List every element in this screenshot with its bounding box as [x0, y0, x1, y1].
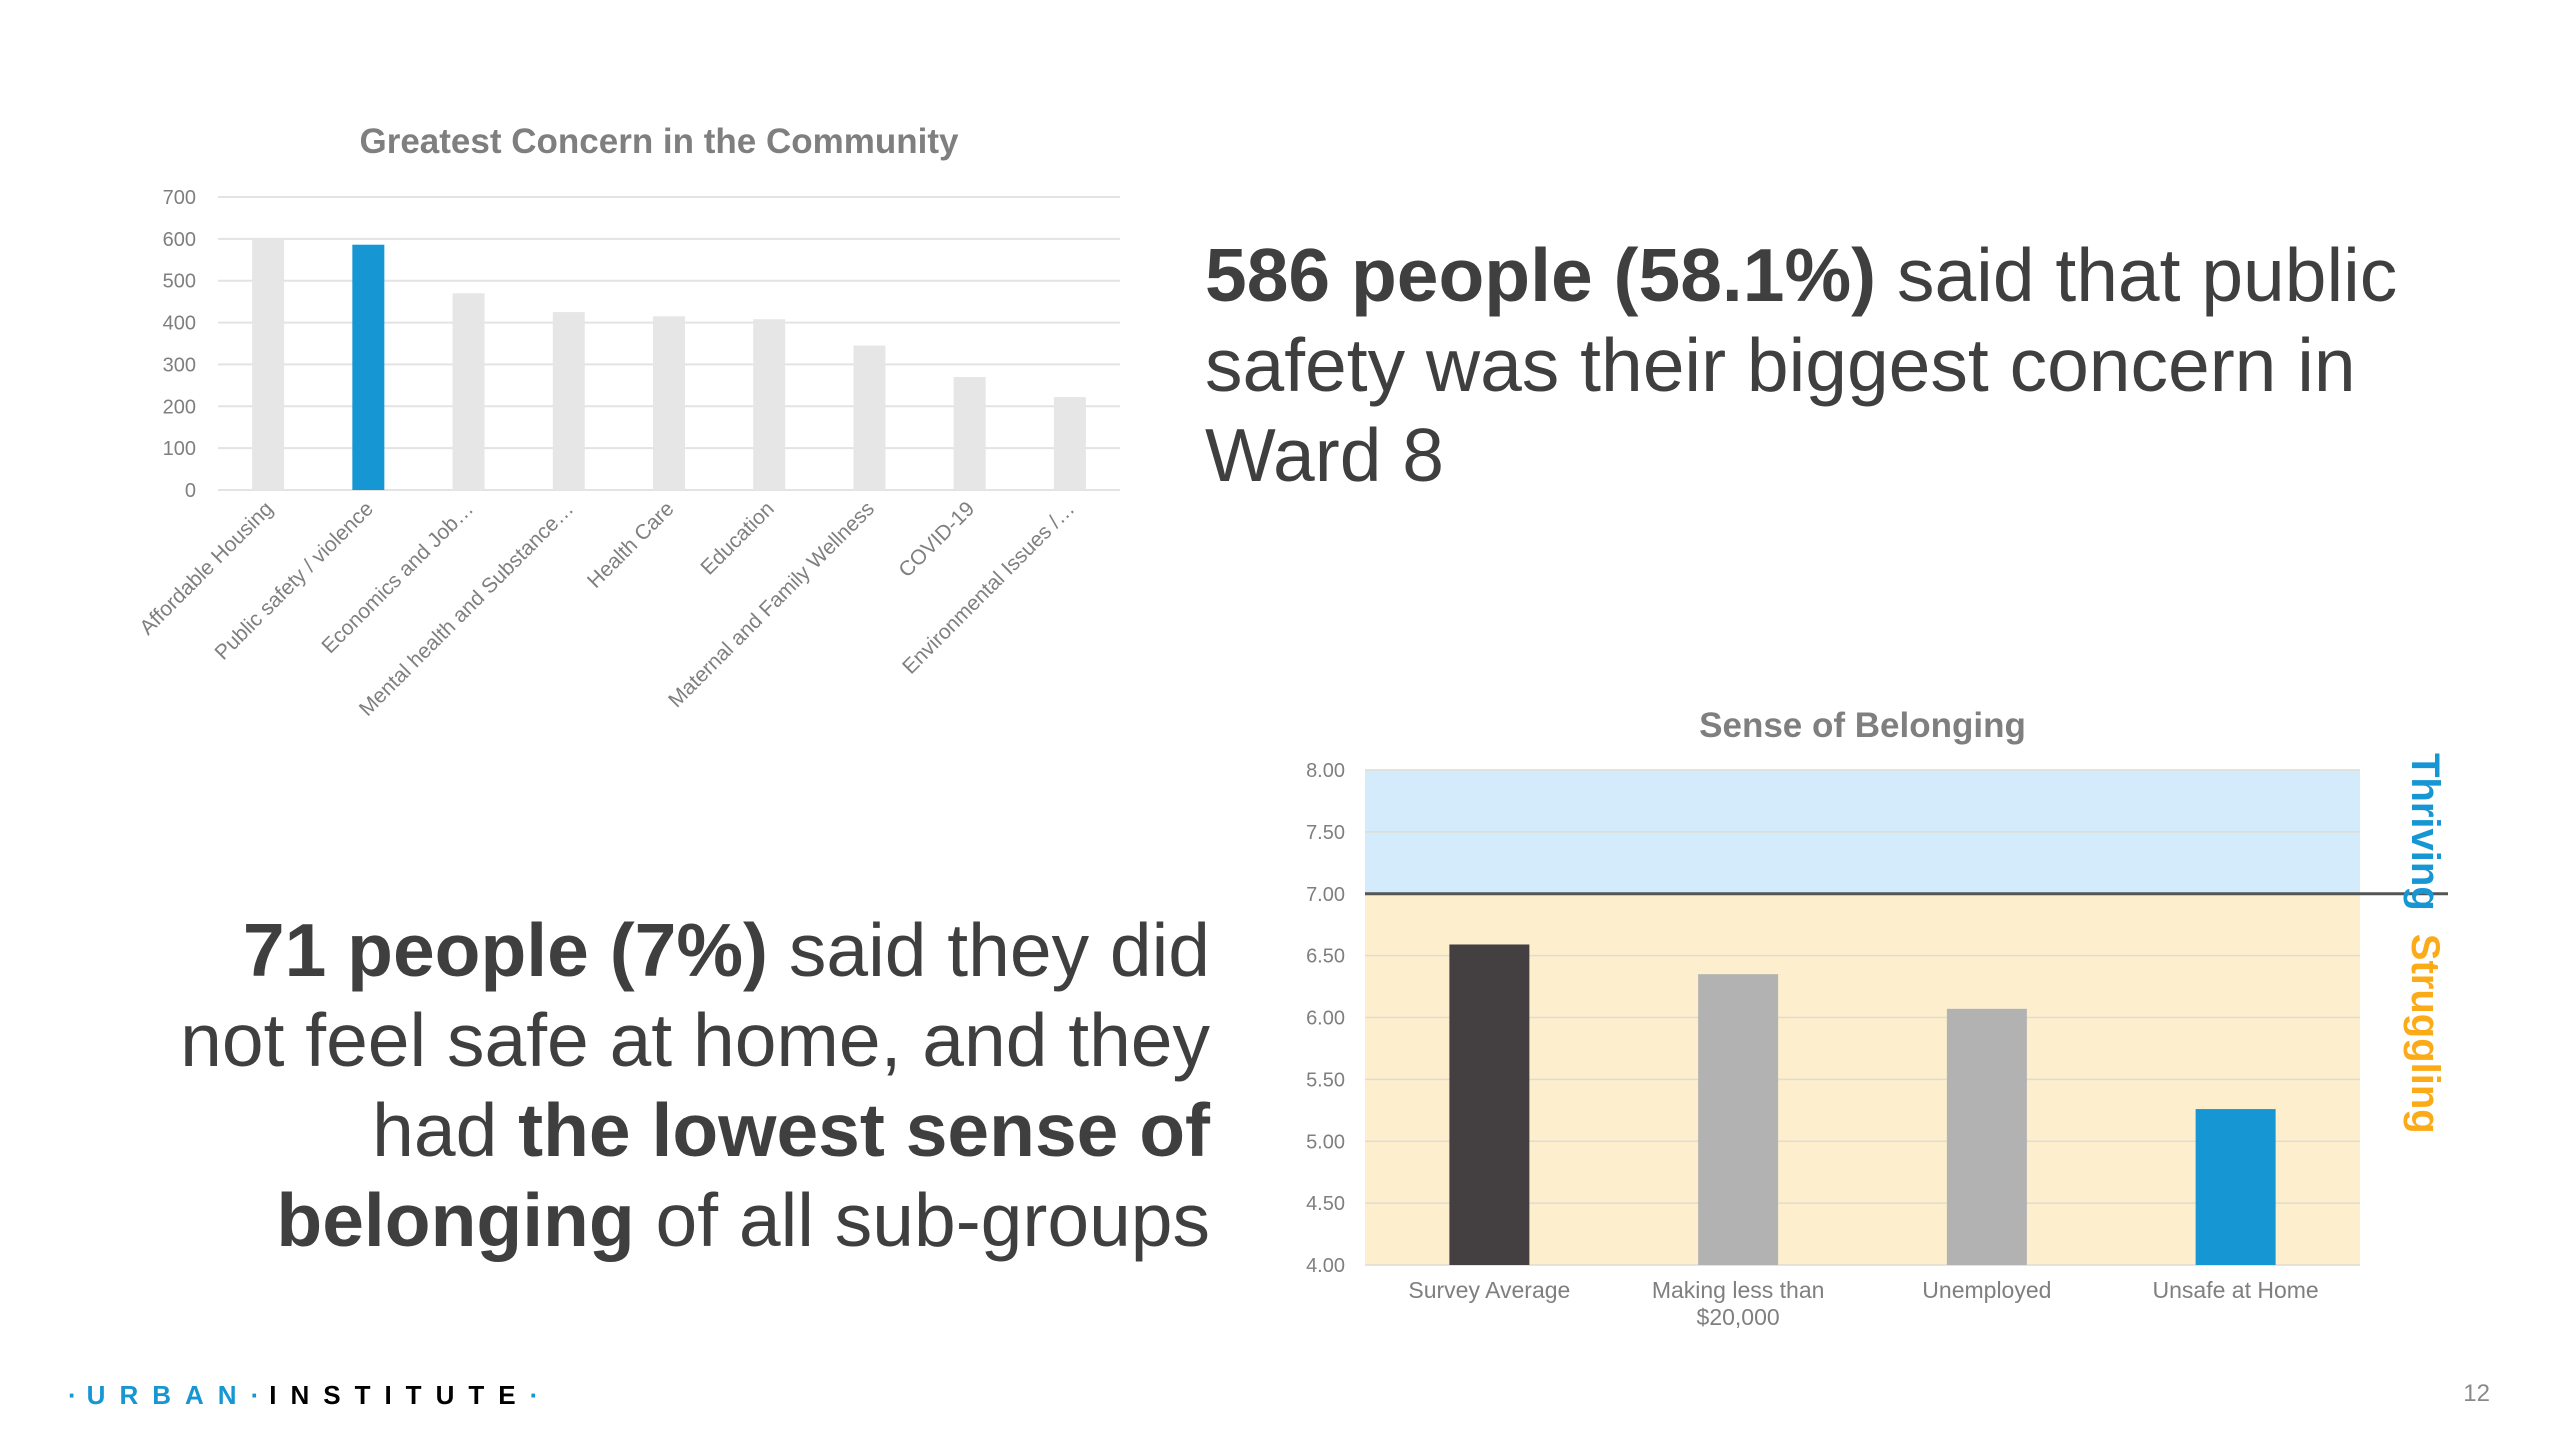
sense-of-belonging-chart: Sense of Belonging 4.00 4.50 5.00 5.50 6.00 6.… — [1306, 706, 2448, 1330]
y-tick-label: 4.50 — [1306, 1193, 1345, 1215]
chart-title: Greatest Concern in the Community — [360, 122, 960, 161]
public-safety-statement: 586 people (58.1%) said that public safe… — [1205, 230, 2485, 500]
x-tick-label: Education — [696, 497, 778, 579]
y-tick-label: 5.50 — [1306, 1069, 1345, 1091]
x-tick-label: $20,000 — [1697, 1304, 1780, 1330]
logo-institute-text: INSTITUTE — [269, 1380, 530, 1410]
bar — [252, 238, 285, 490]
x-tick-label: Maternal and Family Wellness — [664, 497, 879, 712]
thriving-label: Thriving — [2403, 753, 2447, 911]
bar — [352, 244, 385, 490]
y-tick-label: 4.00 — [1306, 1255, 1345, 1277]
y-tick-label: 0 — [185, 480, 196, 502]
x-tick-label: Making less than — [1652, 1277, 1825, 1303]
unsafe-at-home-statement-bold: 71 people (7%) — [242, 908, 769, 992]
unsafe-at-home-statement: 71 people (7%) said they did not feel sa… — [130, 905, 1210, 1265]
y-tick-label: 300 — [163, 354, 196, 376]
greatest-concern-chart: Greatest Concern in the Community 0 100 200… — [135, 122, 1120, 721]
y-tick-label: 200 — [163, 396, 196, 418]
bar — [953, 376, 986, 490]
y-tick-label: 5.00 — [1306, 1131, 1345, 1153]
x-tick-label: Environmental Issues /… — [898, 497, 1079, 678]
y-tick-label: 7.00 — [1306, 884, 1345, 906]
y-tick-label: 100 — [163, 438, 196, 460]
unsafe-at-home-statement-rest: of all sub-groups — [634, 1178, 1211, 1262]
bar — [753, 319, 786, 490]
bar — [552, 312, 585, 490]
page-number: 12 — [2463, 1380, 2490, 1407]
x-tick-label: Survey Average — [1408, 1277, 1570, 1303]
bar — [452, 293, 485, 490]
public-safety-statement-rest: said that public safety was their bigges… — [1205, 233, 2398, 497]
y-tick-label: 6.00 — [1306, 1008, 1345, 1030]
chart-title: Sense of Belonging — [1699, 706, 2026, 745]
bar — [1053, 397, 1086, 490]
x-tick-label: Mental health and Substance… — [355, 497, 578, 720]
x-tick-label: Unemployed — [1922, 1277, 2051, 1303]
lowest-belonging-bold: the lowest sense of belonging — [276, 1088, 1210, 1262]
public-safety-statement-bold: 586 people (58.1%) — [1205, 233, 1877, 317]
struggling-label: Struggling — [2403, 934, 2447, 1134]
y-tick-label: 600 — [163, 229, 196, 251]
y-tick-label: 7.50 — [1306, 822, 1345, 844]
y-tick-label: 700 — [163, 187, 196, 209]
bar — [853, 345, 886, 490]
urban-institute-logo: ·URBAN·INSTITUTE· — [68, 1380, 549, 1410]
bar — [653, 316, 685, 490]
y-tick-label: 400 — [163, 313, 196, 335]
bar — [2195, 1109, 2276, 1265]
bar — [1449, 944, 1530, 1265]
x-tick-label: Unsafe at Home — [2153, 1277, 2319, 1303]
x-tick-label: COVID-19 — [894, 497, 979, 582]
y-tick-label: 8.00 — [1306, 760, 1345, 782]
x-tick-label: Health Care — [583, 497, 679, 593]
unsafe-at-home-statement-mid: said they did not feel safe at home, and… — [180, 908, 1210, 1172]
bar — [1946, 1008, 2027, 1265]
bar — [1698, 974, 1779, 1265]
y-tick-label: 500 — [163, 271, 196, 293]
logo-urban-text: URBAN — [86, 1380, 251, 1410]
y-tick-label: 6.50 — [1306, 946, 1345, 968]
